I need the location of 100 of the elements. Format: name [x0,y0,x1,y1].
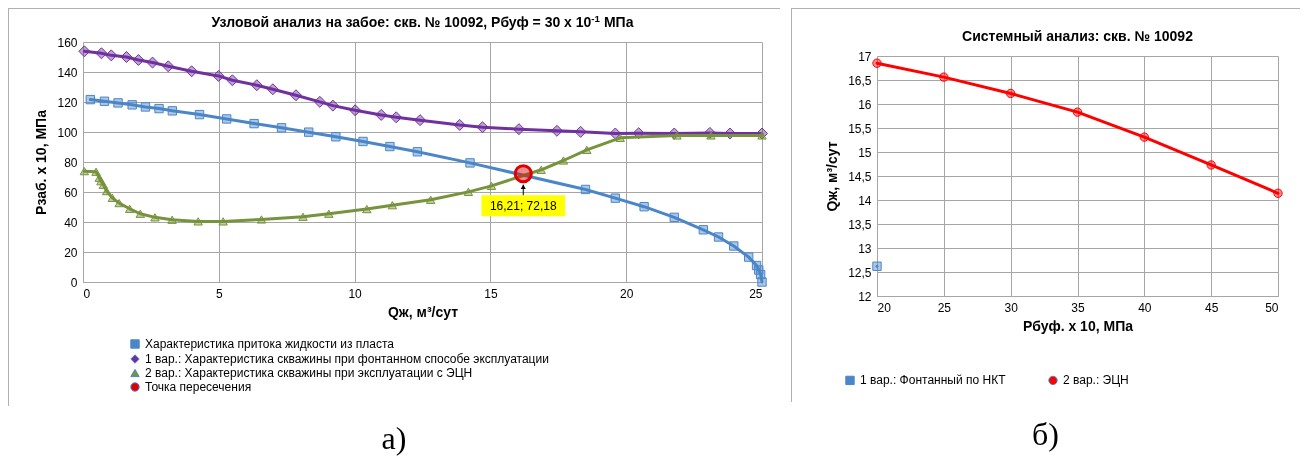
point [146,56,159,69]
point [150,213,160,222]
point [221,114,232,124]
x-tick-label: 15 [484,286,498,301]
point [101,186,112,196]
x-tick-label: 20 [620,286,634,301]
point [757,277,767,287]
x-tick-label: 20 [877,300,892,315]
point [276,123,287,133]
point [185,65,198,78]
x-tick-label: 10 [348,286,363,301]
legend-label: Характеристика притока жидкости из пласта [145,337,395,351]
point [78,45,91,58]
point [362,204,372,214]
y-tick-label: 13,5 [848,217,872,232]
x-tick-label: 50 [1265,300,1279,315]
y-tick-label: 14,5 [848,169,872,184]
point [349,104,362,117]
point [672,131,682,140]
point [249,118,259,129]
point [95,47,108,60]
x-tick-label: 40 [1138,300,1152,315]
legend-label: 2 вар.: Характеристика скважины при эксплуатации с ЭЦН [145,366,473,380]
point [304,127,314,137]
x-tick-label: 25 [937,300,952,315]
point [79,167,90,176]
point [713,232,724,242]
point [289,89,302,102]
point [113,98,123,108]
y-tick-label: 12,5 [848,265,872,280]
y-axis-title: Qж, м³/сут [824,141,841,212]
y-tick-label: 16,5 [848,73,872,88]
legend-label: Точка пересечения [145,380,252,394]
point [639,202,649,212]
text: б) [1031,416,1060,453]
point [615,133,625,142]
point [218,217,228,226]
y-tick-label: 80 [64,155,78,170]
point [465,158,475,168]
point [757,131,767,140]
point [412,147,423,157]
y-tick-label: 160 [57,35,78,50]
point [127,100,137,110]
point [385,141,395,152]
point [194,109,205,120]
legend-label: 1 вар.: Характеристика скважины при фонтанном способе эксплуатации [145,352,549,366]
point [250,79,263,92]
point [154,103,164,114]
point [226,74,239,87]
point [669,212,679,223]
point [326,99,339,112]
annotation: 16,21; 72,18 [489,198,557,213]
point [375,108,388,121]
point [558,156,569,165]
point [256,215,267,224]
point [729,241,739,251]
x-axis-title: Рбуф. x 10, МПа [1023,317,1134,334]
chart-title: Узловой анализ на забое: скв. № 10092, Рбуф = 30 x 10$^{-1}$ МПа [211,12,634,30]
point [167,215,177,224]
point [298,212,308,221]
y-tick-label: 0 [70,275,78,290]
x-tick-label: 35 [1071,300,1085,315]
y-tick-label: 17 [858,49,872,64]
point [706,131,716,140]
point [167,106,178,116]
point [114,198,124,208]
y-tick-label: 15,5 [848,121,872,136]
point [324,209,334,218]
point [212,69,225,82]
point [140,102,151,112]
point [463,187,474,196]
point [358,136,368,147]
point [536,165,546,174]
x-tick-label: 25 [749,286,763,301]
point [698,225,709,235]
point [85,94,96,105]
y-tick-label: 14 [858,193,872,208]
point [580,184,591,195]
legend-label: 2 вар.: ЭЦН [1063,373,1129,388]
point [162,60,175,73]
point [91,167,101,176]
y-tick-label: 140 [57,65,78,80]
point [313,95,326,108]
text: а) [380,420,408,457]
point [390,111,403,124]
point [453,118,466,131]
y-tick-label: 20 [64,245,78,260]
x-axis-title: Qж, м³/сут [387,303,459,320]
point [132,54,145,66]
point [582,145,592,154]
point [135,209,145,218]
point [105,49,118,62]
point [744,252,754,262]
y-tick-label: 60 [64,185,78,200]
point [387,201,398,210]
point [120,51,133,63]
chart-title: Системный анализ: скв. № 10092 [962,28,1194,44]
point [610,193,621,203]
legend-label: 1 вар.: Фонтанный по НКТ [860,373,1007,388]
point [331,132,341,142]
